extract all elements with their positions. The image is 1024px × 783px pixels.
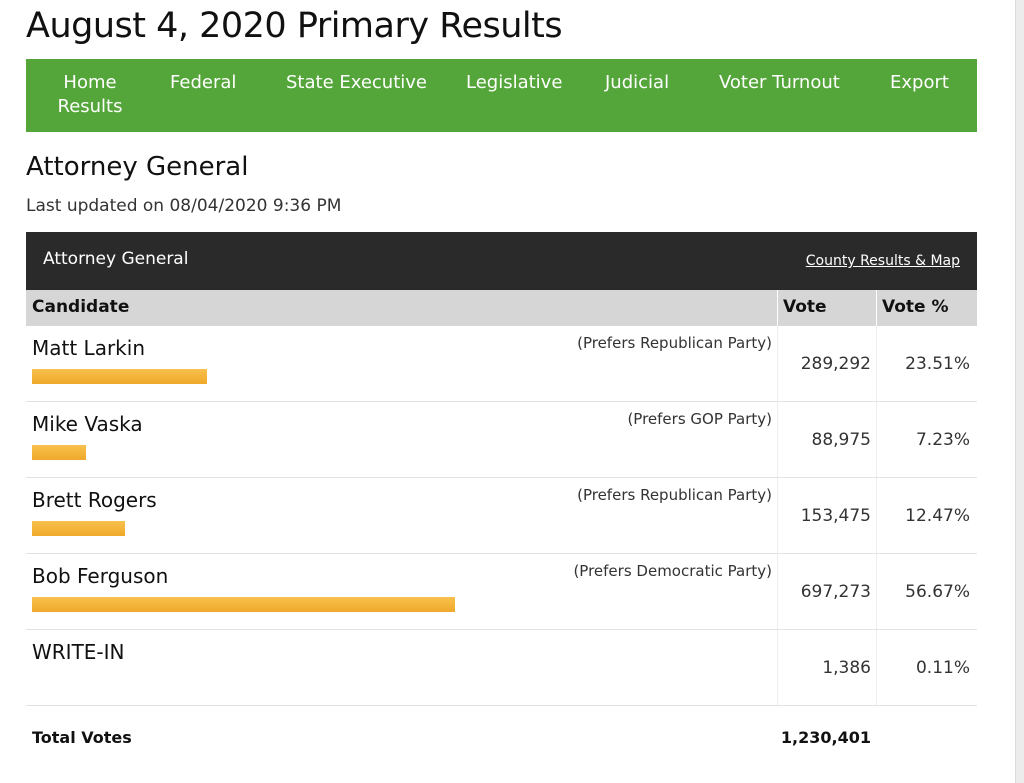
- main-nav: Home Results Federal State Executive Leg…: [26, 59, 977, 132]
- candidate-votes: 1,386: [822, 658, 871, 678]
- race-name: Attorney General: [43, 249, 189, 269]
- candidate-name: Matt Larkin: [32, 336, 145, 360]
- nav-voter-turnout[interactable]: Voter Turnout: [719, 72, 840, 93]
- candidate-vote-pct: 12.47%: [905, 506, 970, 526]
- vote-share-bar: [32, 597, 455, 612]
- candidate-name: Brett Rogers: [32, 488, 157, 512]
- vote-share-bar: [32, 445, 86, 460]
- total-votes-row: Total Votes 1,230,401: [26, 703, 977, 775]
- candidate-party: (Prefers Democratic Party): [573, 562, 772, 580]
- candidate-vote-pct: 0.11%: [915, 658, 970, 678]
- candidate-name: WRITE-IN: [32, 640, 125, 664]
- candidate-party: (Prefers Republican Party): [577, 486, 772, 504]
- table-row: WRITE-IN 1,386 0.11%: [26, 630, 977, 706]
- candidate-vote-pct: 23.51%: [905, 354, 970, 374]
- candidate-party: (Prefers Republican Party): [577, 334, 772, 352]
- candidate-vote-pct: 56.67%: [905, 582, 970, 602]
- county-results-map-link[interactable]: County Results & Map: [805, 253, 960, 269]
- vote-share-bar: [32, 521, 125, 536]
- nav-home-results[interactable]: Home Results: [57, 72, 123, 117]
- candidate-votes: 289,292: [800, 354, 871, 374]
- column-header-vote-pct: Vote %: [882, 297, 949, 317]
- total-votes-value: 1,230,401: [780, 728, 871, 747]
- nav-export[interactable]: Export: [890, 72, 949, 93]
- results-table: Matt Larkin (Prefers Republican Party) 2…: [26, 326, 977, 706]
- candidate-vote-pct: 7.23%: [915, 430, 970, 450]
- race-header: Attorney General County Results & Map: [26, 232, 977, 290]
- candidate-votes: 88,975: [811, 430, 871, 450]
- table-row: Brett Rogers (Prefers Republican Party) …: [26, 478, 977, 554]
- column-divider: [876, 290, 877, 326]
- nav-federal[interactable]: Federal: [170, 72, 237, 93]
- candidate-votes: 697,273: [800, 582, 871, 602]
- candidate-votes: 153,475: [800, 506, 871, 526]
- table-row: Mike Vaska (Prefers GOP Party) 88,975 7.…: [26, 402, 977, 478]
- last-updated: Last updated on 08/04/2020 9:36 PM: [26, 196, 342, 216]
- table-header: Candidate Vote Vote %: [26, 290, 977, 326]
- candidate-name: Bob Ferguson: [32, 564, 169, 588]
- vote-share-bar: [32, 369, 207, 384]
- nav-legislative[interactable]: Legislative: [466, 72, 563, 93]
- column-header-vote: Vote: [783, 297, 827, 317]
- page-title: August 4, 2020 Primary Results: [26, 6, 563, 46]
- table-row: Matt Larkin (Prefers Republican Party) 2…: [26, 326, 977, 402]
- scrollbar[interactable]: [1015, 0, 1024, 783]
- nav-state-executive[interactable]: State Executive: [286, 72, 428, 93]
- section-title: Attorney General: [26, 152, 249, 182]
- column-header-candidate: Candidate: [32, 297, 130, 317]
- candidate-name: Mike Vaska: [32, 412, 143, 436]
- table-row: Bob Ferguson (Prefers Democratic Party) …: [26, 554, 977, 630]
- column-divider: [777, 290, 778, 326]
- nav-judicial[interactable]: Judicial: [605, 72, 670, 93]
- total-votes-label: Total Votes: [32, 728, 132, 747]
- candidate-party: (Prefers GOP Party): [627, 410, 772, 428]
